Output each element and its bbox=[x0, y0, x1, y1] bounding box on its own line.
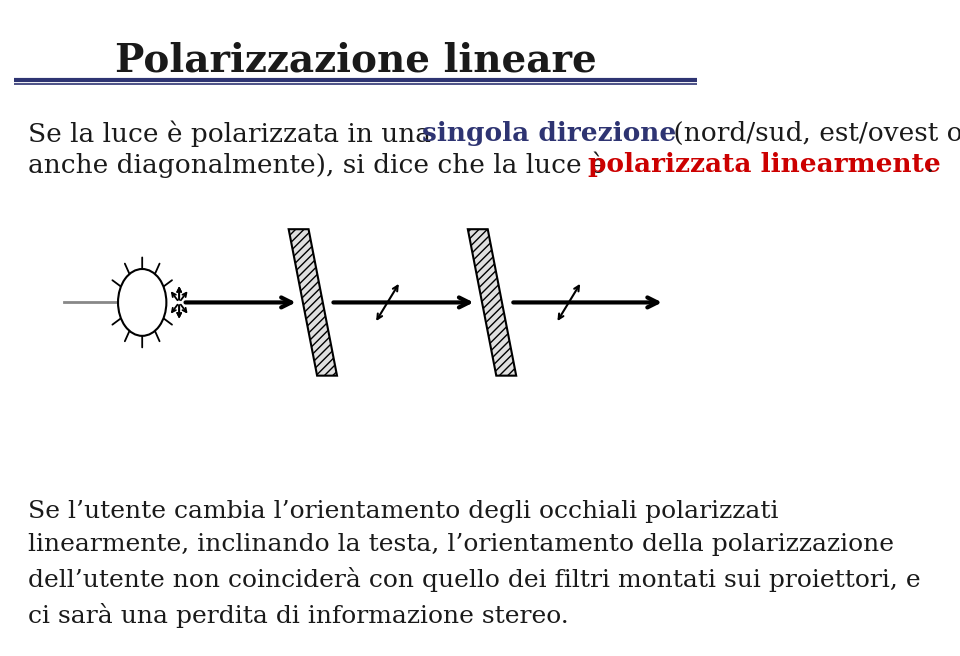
Text: anche diagonalmente), si dice che la luce è: anche diagonalmente), si dice che la luc… bbox=[29, 152, 614, 178]
Text: Se la luce è polarizzata in una: Se la luce è polarizzata in una bbox=[29, 121, 440, 148]
Text: (nord/sud, est/ovest o: (nord/sud, est/ovest o bbox=[664, 121, 960, 146]
Text: polarizzata linearmente: polarizzata linearmente bbox=[588, 152, 941, 176]
Polygon shape bbox=[468, 229, 516, 376]
Polygon shape bbox=[289, 229, 337, 376]
Text: Se l’utente cambia l’orientamento degli occhiali polarizzati
linearmente, inclin: Se l’utente cambia l’orientamento degli … bbox=[29, 500, 921, 628]
Ellipse shape bbox=[118, 269, 166, 336]
Text: singola direzione: singola direzione bbox=[421, 121, 676, 146]
Text: .: . bbox=[925, 152, 934, 176]
Text: Polarizzazione lineare: Polarizzazione lineare bbox=[114, 41, 596, 79]
